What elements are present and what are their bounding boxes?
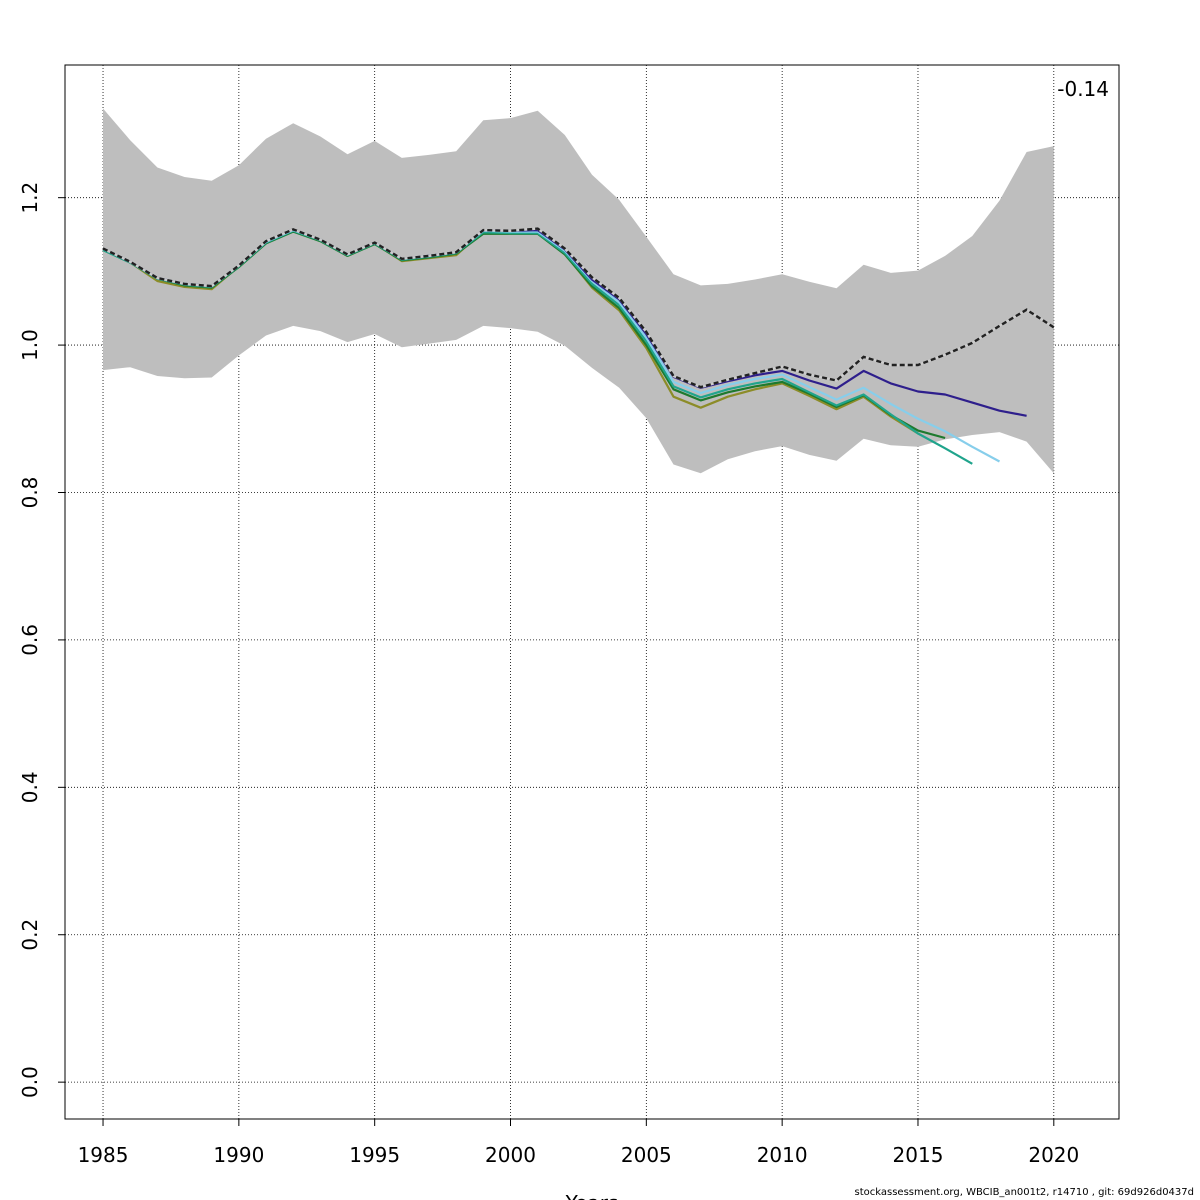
x-axis-title: Years (565, 1191, 619, 1200)
x-tick-label: 1985 (78, 1143, 129, 1167)
x-tick-label: 1995 (349, 1143, 400, 1167)
y-tick-label: 0.0 (18, 1066, 42, 1098)
plot-frame (64, 64, 1120, 1120)
x-tick-label: 2020 (1028, 1143, 1079, 1167)
x-tick-label: 2005 (621, 1143, 672, 1167)
y-tick-label: 1.0 (18, 329, 42, 361)
x-tick-label: 1990 (213, 1143, 264, 1167)
y-tick-label: 0.4 (18, 771, 42, 803)
confidence-band (103, 108, 1054, 474)
confidence-band-area (103, 108, 1054, 474)
y-tick-label: 0.6 (18, 624, 42, 656)
series-line-1 (102, 227, 1055, 389)
x-tick-label: 2015 (893, 1143, 944, 1167)
footer-note: stockassessment.org, WBCIB_an001t2, r147… (854, 1187, 1195, 1198)
y-tick-label: 0.8 (18, 477, 42, 509)
annotation-label: -0.14 (1057, 77, 1109, 101)
y-tick-label: 0.2 (18, 919, 42, 951)
y-axis: 0.0 0.2 0.4 0.6 0.8 1.0 1.2 (18, 182, 65, 1098)
x-tick-label: 2000 (485, 1143, 536, 1167)
x-tick-label: 2010 (757, 1143, 808, 1167)
x-axis: 1985 1990 1995 2000 2005 2010 2015 2020 (78, 1119, 1079, 1167)
series-lines (102, 227, 1055, 465)
y-tick-label: 1.2 (18, 182, 42, 214)
